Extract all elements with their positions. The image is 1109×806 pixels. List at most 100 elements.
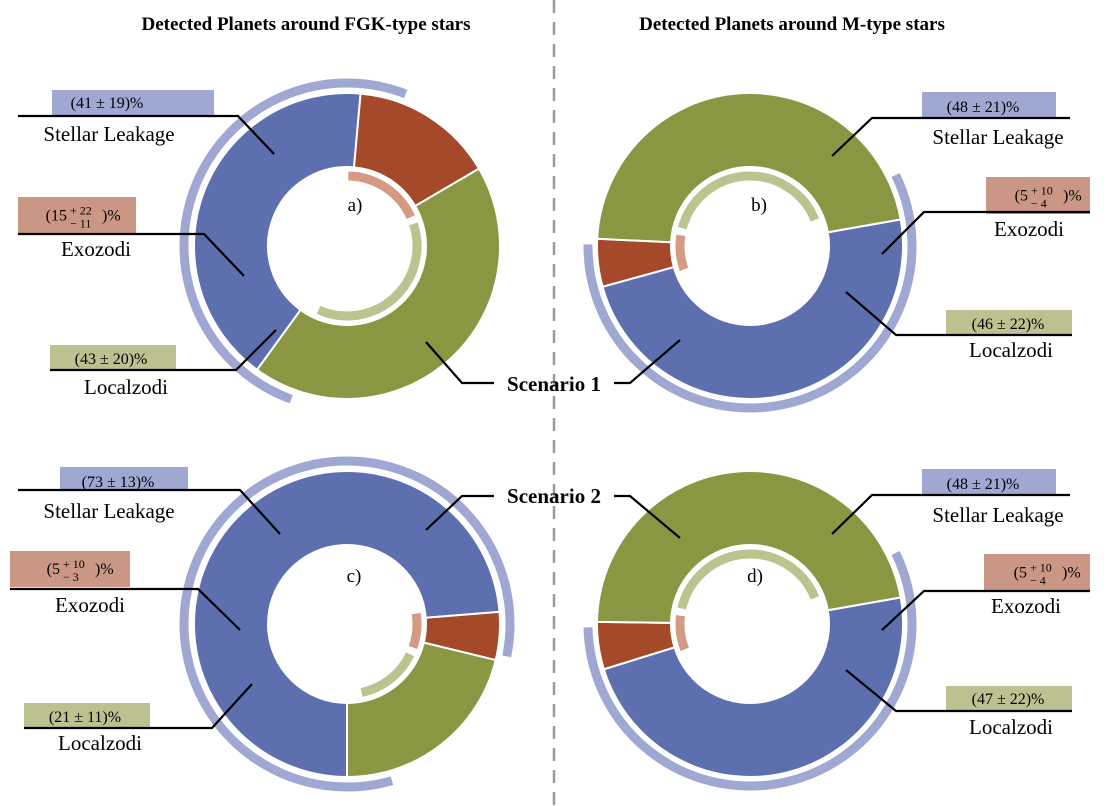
chart-a: a) (41 ± 19)% Stellar Leakage (15 + 22− 11)%… <box>18 78 501 404</box>
localzodi-box <box>946 310 1072 335</box>
chart-b: b) (48 ± 21)% Stellar Leakage (5 + 10− 4)% Ex… <box>583 91 1090 413</box>
exozodi-label: Exozodi <box>61 237 131 261</box>
title-fgk: Detected Planets around FGK-type stars <box>142 14 471 35</box>
exozodi-value-tail: )% <box>1062 565 1081 582</box>
wedge-stellar-leakage <box>193 470 501 779</box>
exozodi-value-lower: − 11 <box>70 217 91 231</box>
wedge-localzodi <box>595 470 902 624</box>
panel-letter: d) <box>747 566 763 587</box>
band-localzodi <box>316 222 422 321</box>
stellar-leakage-box <box>922 469 1056 496</box>
exozodi-value-lower: − 4 <box>1030 574 1046 588</box>
band-stellar-leakage <box>179 456 515 792</box>
exozodi-leader <box>881 589 1090 631</box>
outer-ring <box>179 78 408 404</box>
localzodi-box <box>946 686 1072 711</box>
inner-ring <box>675 549 820 651</box>
band-stellar-leakage <box>179 78 408 404</box>
wedge-stellar-leakage <box>601 218 904 400</box>
band-exozodi <box>675 234 689 271</box>
stellar-leakage-leader <box>831 493 1070 535</box>
wedge-stellar-leakage <box>193 92 362 372</box>
donut <box>596 91 904 400</box>
localzodi-leader <box>845 669 1072 713</box>
callouts: b) (48 ± 21)% Stellar Leakage (5 + 10− 4)% Ex… <box>751 92 1090 362</box>
callouts: c) (73 ± 13)% Stellar Leakage (5 + 10− 3)% Ex… <box>10 467 361 755</box>
exozodi-value-tail: )% <box>102 208 121 225</box>
wedge-localzodi <box>255 167 501 400</box>
exozodi-value-base: (5 <box>1015 188 1028 205</box>
exozodi-value-tail: )% <box>95 561 114 578</box>
exozodi-label: Exozodi <box>991 594 1061 618</box>
localzodi-leader <box>24 683 253 730</box>
title-m: Detected Planets around M-type stars <box>639 14 945 35</box>
exozodi-label: Exozodi <box>994 217 1064 241</box>
exozodi-leader <box>18 232 245 277</box>
band-exozodi <box>675 615 689 651</box>
scenario-1-callout: Scenario 1 <box>425 339 681 396</box>
callouts: a) (41 ± 19)% Stellar Leakage (15 + 22− 11)%… <box>18 90 362 399</box>
stellar-leakage-label: Stellar Leakage <box>43 122 174 146</box>
panel-letter: a) <box>348 195 363 216</box>
exozodi-value-upper: + 10 <box>1031 184 1053 198</box>
band-stellar-leakage <box>583 173 917 413</box>
stellar-leakage-leader <box>18 488 281 535</box>
exozodi-value-base: (5 <box>1014 565 1027 582</box>
localzodi-box <box>50 345 176 370</box>
stellar-leakage-box <box>922 92 1056 119</box>
scenario-2-callout: Scenario 2 <box>425 484 681 539</box>
stellar-leakage-value: (48 ± 21)% <box>947 476 1020 493</box>
band-exozodi <box>348 171 415 220</box>
exozodi-value-base: (5 <box>47 561 60 578</box>
exozodi-box <box>984 554 1090 591</box>
localzodi-value: (43 ± 20)% <box>75 351 148 368</box>
localzodi-label: Localzodi <box>84 375 168 399</box>
exozodi-value-lower: − 4 <box>1031 197 1047 211</box>
exozodi-value-upper: + 10 <box>63 557 85 571</box>
inner-ring <box>316 171 422 321</box>
outer-ring <box>583 173 917 413</box>
wedge-localzodi <box>596 91 902 244</box>
localzodi-value: (47 ± 22)% <box>972 691 1045 708</box>
exozodi-value-upper: + 10 <box>1030 561 1052 575</box>
band-localzodi <box>360 652 415 697</box>
donut <box>193 92 501 400</box>
stellar-leakage-box <box>52 90 214 115</box>
band-exozodi <box>408 612 422 650</box>
exozodi-value-base: (15 <box>46 208 67 225</box>
scenario-2-leader-left <box>425 494 494 531</box>
stellar-leakage-value: (48 ± 21)% <box>947 99 1020 116</box>
outer-ring <box>179 456 515 792</box>
localzodi-value: (46 ± 22)% <box>972 316 1045 333</box>
scenario-1-label: Scenario 1 <box>507 372 601 396</box>
donut <box>595 470 904 779</box>
localzodi-leader <box>845 291 1072 337</box>
panel-letter: b) <box>751 195 767 216</box>
exozodi-value-upper: + 22 <box>70 204 92 218</box>
wedge-localzodi <box>346 641 497 779</box>
stellar-leakage-label: Stellar Leakage <box>932 503 1063 527</box>
scenario-1-leader-left <box>425 341 494 385</box>
localzodi-label: Localzodi <box>969 338 1053 362</box>
inner-ring <box>360 612 422 697</box>
localzodi-value: (21 ± 11)% <box>49 709 121 726</box>
localzodi-leader <box>50 329 277 372</box>
band-localzodi <box>677 549 820 610</box>
stellar-leakage-label: Stellar Leakage <box>932 125 1063 149</box>
stellar-leakage-label: Stellar Leakage <box>43 499 174 523</box>
scenario-2-label: Scenario 2 <box>507 484 601 508</box>
donut <box>193 470 501 779</box>
panel-letter: c) <box>347 566 362 587</box>
scenario-1-leader-right <box>614 339 681 385</box>
inner-ring <box>675 171 820 271</box>
scenario-2-leader-right <box>614 494 681 539</box>
chart-d: d) (48 ± 21)% Stellar Leakage (5 + 10− 4)%Ex… <box>583 469 1090 791</box>
exozodi-box <box>18 197 136 234</box>
callouts: d) (48 ± 21)% Stellar Leakage (5 + 10− 4)%Ex… <box>747 469 1090 739</box>
exozodi-value-tail: )% <box>1063 188 1082 205</box>
exozodi-value-lower: − 3 <box>63 570 79 584</box>
stellar-leakage-leader <box>831 116 1070 157</box>
band-localzodi <box>677 171 820 230</box>
exozodi-leader <box>881 210 1090 255</box>
